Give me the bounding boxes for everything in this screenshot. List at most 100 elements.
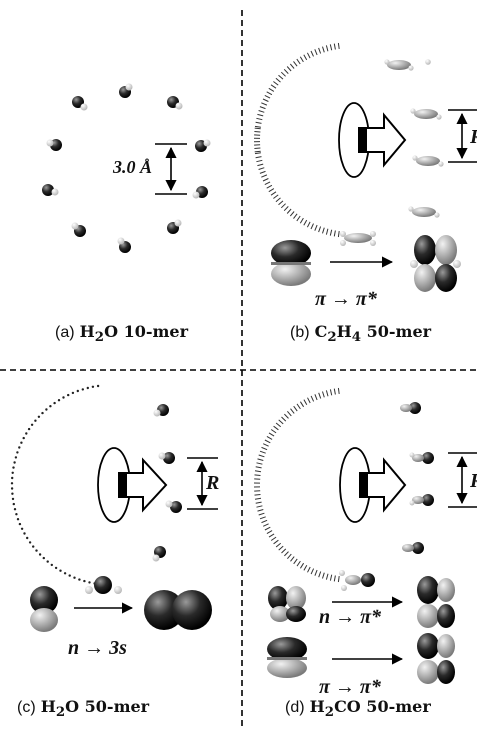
- ring-molecule: [25, 432, 27, 434]
- ring-molecule: [259, 455, 265, 457]
- ethylene-molecule-inset: [340, 231, 376, 246]
- ring-molecule: [255, 153, 261, 154]
- ring-molecule: [260, 171, 266, 173]
- ring-molecule: [330, 44, 331, 50]
- caption-b-text: C2H4 50-mer: [315, 322, 431, 341]
- ring-molecule: [29, 541, 31, 543]
- ring-molecule: [291, 557, 295, 562]
- ring-molecule: [276, 198, 281, 202]
- ring-molecule: [23, 532, 25, 534]
- ring-molecule: [338, 231, 339, 237]
- ring-molecule: [297, 216, 300, 221]
- ring-molecule: [304, 55, 307, 60]
- ring-molecule: [279, 420, 284, 424]
- ring-molecule: [257, 164, 263, 166]
- ring-molecule: [319, 572, 321, 578]
- selection-bar-b: [358, 127, 366, 153]
- ring-molecule: [274, 426, 279, 430]
- ring-molecule: [311, 51, 314, 56]
- ring-molecule: [55, 567, 57, 569]
- ring-molecule: [287, 209, 291, 214]
- ring-molecule: [315, 225, 317, 231]
- caption-b: (b) C2H4 50-mer: [290, 322, 431, 345]
- ring-molecule: [28, 428, 30, 430]
- ring-molecule: [43, 557, 45, 559]
- ring-molecule: [284, 206, 288, 210]
- n-orbital: [30, 586, 58, 632]
- ring-molecule: [279, 546, 284, 550]
- 3s-orbital: [144, 590, 212, 630]
- panel-b: [254, 43, 477, 292]
- ring-molecule: [319, 393, 321, 399]
- ring-molecule: [254, 148, 260, 149]
- ring-molecule: [338, 43, 339, 49]
- ring-molecule: [330, 389, 331, 395]
- ring-molecule: [323, 573, 325, 579]
- ring-molecule: [255, 471, 261, 472]
- ring-molecule: [83, 580, 85, 582]
- ring-molecule: [297, 404, 300, 409]
- ring-molecule: [41, 412, 43, 414]
- ring-molecule: [271, 537, 276, 540]
- ring-molecule: [294, 559, 298, 564]
- ring-molecule: [77, 390, 79, 392]
- ring-molecule: [263, 444, 268, 447]
- ring-molecule: [59, 570, 61, 572]
- ring-molecule: [255, 151, 261, 152]
- ring-molecule: [257, 114, 263, 116]
- ring-molecule: [307, 222, 310, 227]
- ring-molecule: [257, 463, 263, 464]
- ring-molecule: [284, 69, 288, 73]
- ring-molecule: [284, 414, 288, 418]
- ring-molecule: [13, 503, 15, 505]
- ring-molecule: [12, 466, 14, 468]
- ring-molecule: [259, 111, 265, 113]
- ring-molecule: [35, 549, 37, 551]
- ring-molecule: [334, 576, 335, 582]
- pi-star-orbital: [410, 235, 461, 292]
- ring-molecule: [20, 442, 22, 444]
- ring-molecule: [263, 99, 268, 102]
- ring-molecule: [259, 168, 265, 170]
- ring-molecule: [300, 218, 303, 223]
- ring-molecule: [265, 182, 270, 185]
- ring-molecule: [64, 572, 66, 574]
- ring-molecule: [18, 446, 20, 448]
- ring-molecule: [300, 57, 303, 62]
- ring-molecule: [279, 201, 284, 205]
- n-orbital-d: [268, 586, 306, 622]
- ring-molecule: [334, 389, 335, 395]
- ring-molecule: [256, 118, 262, 119]
- ring-molecule: [273, 82, 278, 86]
- transition-label-c: n → 3s: [68, 637, 127, 660]
- ring-molecule: [290, 212, 294, 217]
- ring-molecule: [97, 385, 99, 387]
- ring-molecule: [311, 224, 314, 229]
- transition-label-d2: π → π*: [319, 676, 381, 699]
- ring-molecule: [267, 92, 272, 95]
- ring-molecule: [326, 574, 328, 580]
- ring-molecule: [21, 528, 23, 530]
- ring-molecule: [287, 67, 291, 72]
- ring-molecule: [338, 388, 339, 394]
- ring-molecule: [308, 567, 311, 572]
- ring-molecule: [274, 540, 279, 544]
- ring-molecule: [260, 517, 266, 519]
- ring-molecule: [315, 394, 317, 400]
- block-arrow-d: [367, 460, 405, 510]
- ring-molecule: [300, 563, 303, 568]
- water-molecule-inset: [85, 576, 122, 594]
- ring-molecule: [14, 508, 16, 510]
- ring-molecule: [267, 436, 272, 439]
- distance-marker-a: [155, 144, 187, 194]
- caption-d: (d) H2CO 50-mer: [285, 697, 431, 720]
- distance-label-c: R: [206, 472, 219, 495]
- ring-molecule: [330, 575, 331, 581]
- ring-molecule: [294, 406, 298, 411]
- ring-molecule: [263, 524, 268, 527]
- ring-molecule: [319, 48, 321, 54]
- ring-molecule: [11, 477, 13, 479]
- ring-molecule: [254, 132, 260, 133]
- ring-molecule: [304, 220, 307, 225]
- distance-label-a: 3.0 Å: [113, 157, 152, 178]
